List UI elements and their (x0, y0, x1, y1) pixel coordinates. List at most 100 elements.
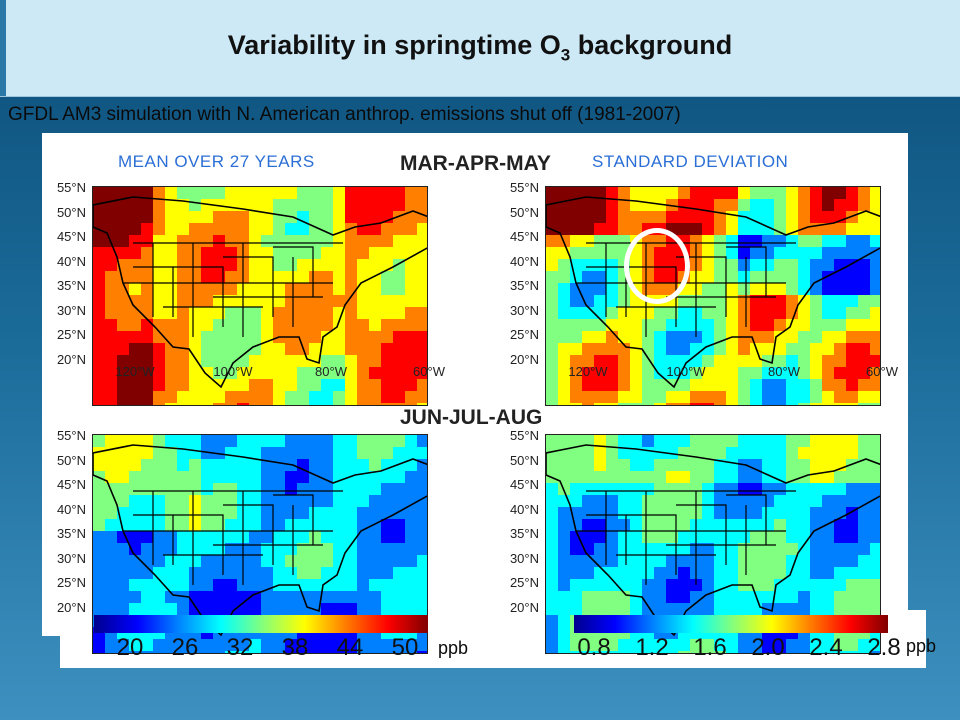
field-cell (630, 459, 642, 471)
field-cell (546, 531, 558, 543)
field-cell (345, 343, 357, 355)
field-cell (606, 531, 618, 543)
field-cell (738, 435, 750, 447)
field-cell (738, 223, 750, 235)
field-cell (870, 247, 880, 259)
field-cell (177, 651, 189, 653)
field-cell (834, 355, 846, 367)
field-cell (249, 379, 261, 391)
field-cell (321, 519, 333, 531)
field-cell (201, 651, 213, 653)
field-cell (141, 283, 153, 295)
field-cell (285, 519, 297, 531)
field-cell (690, 591, 702, 603)
field-cell (666, 555, 678, 567)
field-cell (558, 543, 570, 555)
field-cell (417, 471, 427, 483)
field-cell (834, 283, 846, 295)
field-cell (774, 495, 786, 507)
field-cell (345, 355, 357, 367)
field-cell (129, 651, 141, 653)
field-cell (786, 343, 798, 355)
field-cell (678, 391, 690, 403)
field-cell (261, 555, 273, 567)
field-cell (654, 531, 666, 543)
field-cell (285, 567, 297, 579)
field-cell (249, 591, 261, 603)
field-cell (369, 531, 381, 543)
field-cell (642, 651, 654, 653)
field-cell (594, 367, 606, 379)
field-cell (714, 567, 726, 579)
field-cell (738, 531, 750, 543)
lat-tick-label: 45°N (56, 477, 86, 492)
field-cell (141, 651, 153, 653)
field-cell (666, 603, 678, 615)
field-cell (678, 295, 690, 307)
field-cell (558, 271, 570, 283)
field-cell (618, 343, 630, 355)
field-cell (594, 591, 606, 603)
field-cell (261, 271, 273, 283)
colorbar-std (574, 615, 888, 633)
field-cell (558, 555, 570, 567)
field-cell (213, 459, 225, 471)
field-cell (345, 555, 357, 567)
field-cell (834, 639, 846, 651)
field-cell (225, 651, 237, 653)
field-cell (213, 435, 225, 447)
field-cell (798, 483, 810, 495)
field-cell (582, 211, 594, 223)
field-cell (261, 543, 273, 555)
field-cell (762, 331, 774, 343)
field-cell (189, 199, 201, 211)
field-cell (846, 199, 858, 211)
field-cell (870, 199, 880, 211)
field-cell (834, 567, 846, 579)
field-cell (810, 235, 822, 247)
field-cell (822, 223, 834, 235)
field-cell (297, 199, 309, 211)
field-cell (750, 271, 762, 283)
field-cell (405, 319, 417, 331)
field-cell (381, 435, 393, 447)
field-cell (141, 235, 153, 247)
field-cell (93, 567, 105, 579)
field-cell (558, 435, 570, 447)
lat-tick-label: 45°N (509, 477, 539, 492)
field-cell (594, 495, 606, 507)
map-summer-mean (92, 434, 428, 654)
field-cell (381, 295, 393, 307)
field-cell (870, 271, 880, 283)
field-cell (714, 355, 726, 367)
field-cell (870, 555, 880, 567)
field-cell (273, 651, 285, 653)
field-cell (618, 223, 630, 235)
field-cell (201, 591, 213, 603)
field-cell (606, 555, 618, 567)
field-cell (273, 519, 285, 531)
field-cell (405, 447, 417, 459)
field-cell (393, 355, 405, 367)
field-cell (570, 483, 582, 495)
field-cell (702, 543, 714, 555)
field-cell (201, 247, 213, 259)
field-cell (594, 355, 606, 367)
field-cell (570, 247, 582, 259)
field-cell (750, 531, 762, 543)
field-cell (201, 271, 213, 283)
field-cell (714, 603, 726, 615)
field-cell (165, 271, 177, 283)
field-cell (654, 639, 666, 651)
field-cell (309, 331, 321, 343)
field-cell (690, 367, 702, 379)
field-cell (582, 271, 594, 283)
field-cell (417, 331, 427, 343)
colorbar-std-tick: 1.6 (693, 634, 727, 661)
field-cell (285, 295, 297, 307)
field-cell (870, 519, 880, 531)
field-cell (201, 639, 213, 651)
field-cell (297, 391, 309, 403)
field-cell (153, 211, 165, 223)
field-cell (822, 651, 834, 653)
